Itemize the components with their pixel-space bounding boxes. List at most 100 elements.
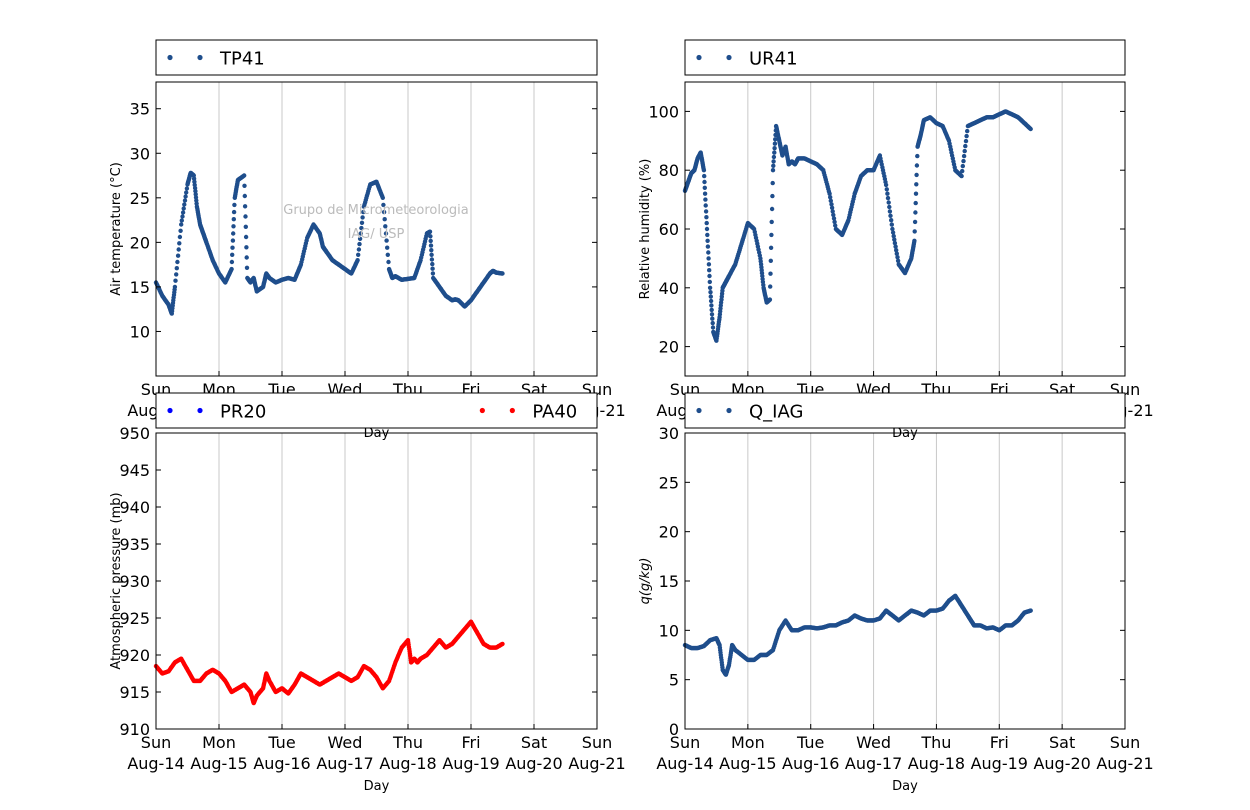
data-point — [963, 138, 969, 144]
y-axis-label: Relative humidity (%) — [638, 159, 653, 300]
data-point — [229, 266, 234, 272]
data-point — [180, 214, 185, 219]
data-point — [427, 229, 433, 234]
data-point — [174, 272, 179, 277]
data-point — [175, 259, 180, 265]
axes-frame — [684, 432, 1126, 730]
series-PA40 — [153, 619, 505, 706]
x-tick-day-label: Fri — [990, 733, 1009, 752]
data-point — [703, 203, 708, 208]
y-tick-label: 5 — [669, 671, 679, 690]
data-point — [895, 255, 900, 260]
legend-label: UR41 — [749, 49, 798, 70]
data-point — [769, 219, 774, 225]
data-point — [915, 153, 920, 159]
data-point — [193, 188, 198, 194]
x-tick-date-label: Aug-18 — [379, 754, 436, 773]
series-TP41 — [153, 170, 505, 316]
data-point — [244, 265, 250, 270]
data-point — [180, 210, 186, 215]
data-point — [887, 204, 892, 210]
data-point — [178, 228, 183, 233]
y-tick-label: 30 — [659, 424, 679, 443]
data-point — [175, 253, 181, 258]
data-point — [827, 191, 832, 196]
data-point — [960, 163, 965, 169]
x-tick-day-label: Tue — [267, 733, 295, 752]
x-tick-day-label: Sun — [670, 733, 700, 752]
data-point — [704, 220, 709, 226]
data-point — [176, 247, 181, 252]
y-tick-label: 20 — [659, 338, 679, 357]
y-tick-label: 920 — [119, 646, 150, 665]
legend-label: PA40 — [532, 402, 577, 423]
y-tick-label: 20 — [659, 523, 679, 542]
data-point — [230, 245, 235, 250]
data-point — [229, 259, 235, 265]
x-tick-day-label: Thu — [392, 733, 423, 752]
data-point — [888, 213, 893, 218]
data-point — [962, 148, 967, 154]
series-UR41 — [682, 109, 1033, 343]
data-point — [710, 325, 716, 330]
legend-marker — [167, 407, 173, 414]
data-point — [912, 238, 917, 243]
data-point — [709, 303, 714, 308]
panel-1: 101520253035SunAug-14MonAug-15TueAug-16W… — [109, 81, 626, 441]
data-point — [359, 225, 364, 231]
data-point — [959, 173, 964, 179]
x-tick-date-label: Aug-17 — [316, 754, 373, 773]
data-point — [355, 258, 360, 263]
axes-frame — [155, 81, 598, 377]
data-point — [768, 271, 773, 276]
data-point — [768, 245, 774, 250]
axes-frame — [155, 432, 598, 730]
data-point — [706, 262, 712, 267]
y-tick-label: 15 — [130, 278, 150, 297]
data-point — [244, 245, 249, 250]
y-tick-label: 915 — [119, 683, 150, 702]
x-tick-date-label: Aug-16 — [253, 754, 310, 773]
data-point — [829, 205, 835, 210]
x-tick-date-label: Aug-20 — [505, 754, 562, 773]
data-point — [191, 173, 196, 178]
x-tick-day-label: Sun — [1110, 733, 1140, 752]
data-point — [767, 297, 773, 302]
data-point — [828, 198, 833, 203]
data-point — [708, 290, 713, 295]
data-point — [174, 266, 179, 271]
data-point — [358, 231, 363, 236]
data-point — [500, 641, 505, 647]
y-tick-label: 940 — [119, 498, 150, 517]
y-tick-label: 35 — [130, 100, 150, 119]
data-point — [705, 244, 711, 249]
x-tick-day-label: Sun — [141, 733, 171, 752]
data-point — [914, 172, 919, 178]
data-point — [707, 273, 712, 279]
data-point — [384, 238, 389, 243]
data-point — [183, 194, 188, 199]
data-point — [702, 173, 707, 179]
panel-2: 20406080100SunAug-14MonAug-15TueAug-16We… — [638, 81, 1154, 441]
data-point — [184, 186, 190, 191]
x-tick-day-label: Fri — [461, 733, 480, 752]
data-point — [500, 271, 505, 276]
data-point — [179, 218, 184, 223]
y-tick-label: 10 — [659, 621, 679, 640]
x-tick-date-label: Aug-14 — [127, 754, 184, 773]
data-point — [833, 223, 838, 228]
y-tick-label: 935 — [119, 535, 150, 554]
x-tick-day-label: Tue — [796, 733, 824, 752]
data-point — [884, 187, 889, 192]
x-tick-date-label: Aug-19 — [442, 754, 499, 773]
x-tick-date-label: Aug-14 — [656, 754, 713, 773]
data-point — [769, 206, 775, 212]
watermark-line-1: Grupo de Micrometeorologia — [283, 203, 469, 218]
data-point — [231, 224, 236, 229]
data-point — [1028, 608, 1033, 613]
y-tick-label: 0 — [669, 720, 679, 739]
data-point — [231, 209, 237, 215]
x-tick-day-label: Mon — [202, 733, 236, 752]
data-point — [913, 200, 918, 206]
